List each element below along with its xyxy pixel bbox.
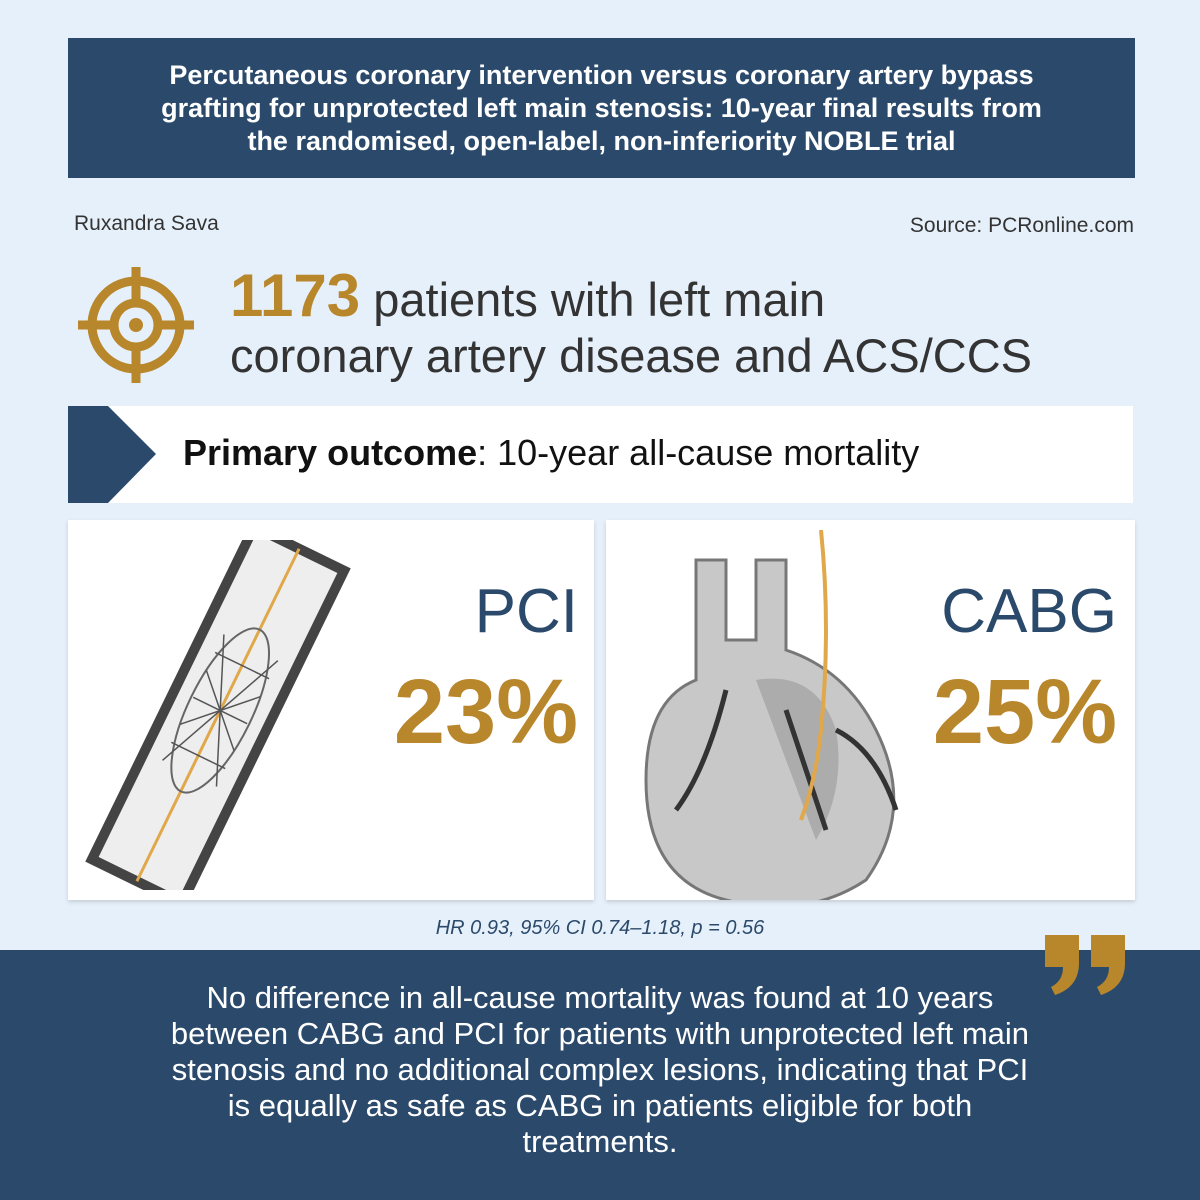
population: 1173 patients with left main coronary ar… bbox=[230, 266, 1032, 384]
conclusion-line: treatments. bbox=[522, 1124, 678, 1159]
arm-result: 23% bbox=[393, 661, 578, 763]
outcome: Primary outcome: 10-year all-cause morta… bbox=[183, 432, 919, 474]
conclusion-line: stenosis and no additional complex lesio… bbox=[171, 1052, 1029, 1087]
conclusion-line: is equally as safe as CABG in patients e… bbox=[227, 1088, 973, 1123]
heart-illustration bbox=[644, 530, 899, 900]
pci-card: PCI 23% bbox=[68, 520, 594, 900]
arm-result: 25% bbox=[932, 661, 1117, 763]
outcome-text: : 10-year all-cause mortality bbox=[477, 432, 920, 473]
outcome-label: Primary outcome bbox=[183, 432, 478, 473]
statistics: HR 0.93, 95% CI 0.74–1.18, p = 0.56 bbox=[435, 917, 765, 939]
population-text: patients with left main bbox=[373, 273, 826, 326]
conclusion-line: No difference in all-cause mortality was… bbox=[206, 980, 994, 1015]
outcome-bar bbox=[68, 406, 1133, 503]
cabg-card: CABG 25% bbox=[606, 520, 1135, 900]
target-icon bbox=[78, 267, 194, 383]
author: Ruxandra Sava bbox=[74, 212, 219, 235]
conclusion: No difference in all-cause mortality was… bbox=[0, 950, 1200, 1200]
population-text: coronary artery disease and ACS/CCS bbox=[230, 329, 1032, 382]
arm-name: PCI bbox=[474, 577, 578, 646]
source: Source: PCRonline.com bbox=[909, 214, 1134, 237]
conclusion-line: between CABG and PCI for patients with u… bbox=[170, 1016, 1030, 1051]
quote-mark bbox=[1045, 935, 1125, 995]
title-line: Percutaneous coronary intervention versu… bbox=[169, 59, 1034, 90]
arm-name: CABG bbox=[941, 577, 1117, 646]
stent-illustration bbox=[85, 540, 351, 890]
patient-count: 1173 bbox=[230, 262, 361, 329]
title-line: grafting for unprotected left main steno… bbox=[161, 92, 1042, 123]
header: Percutaneous coronary intervention versu… bbox=[68, 38, 1135, 178]
chevron bbox=[68, 406, 156, 503]
title-line: the randomised, open-label, non-inferior… bbox=[247, 125, 956, 156]
